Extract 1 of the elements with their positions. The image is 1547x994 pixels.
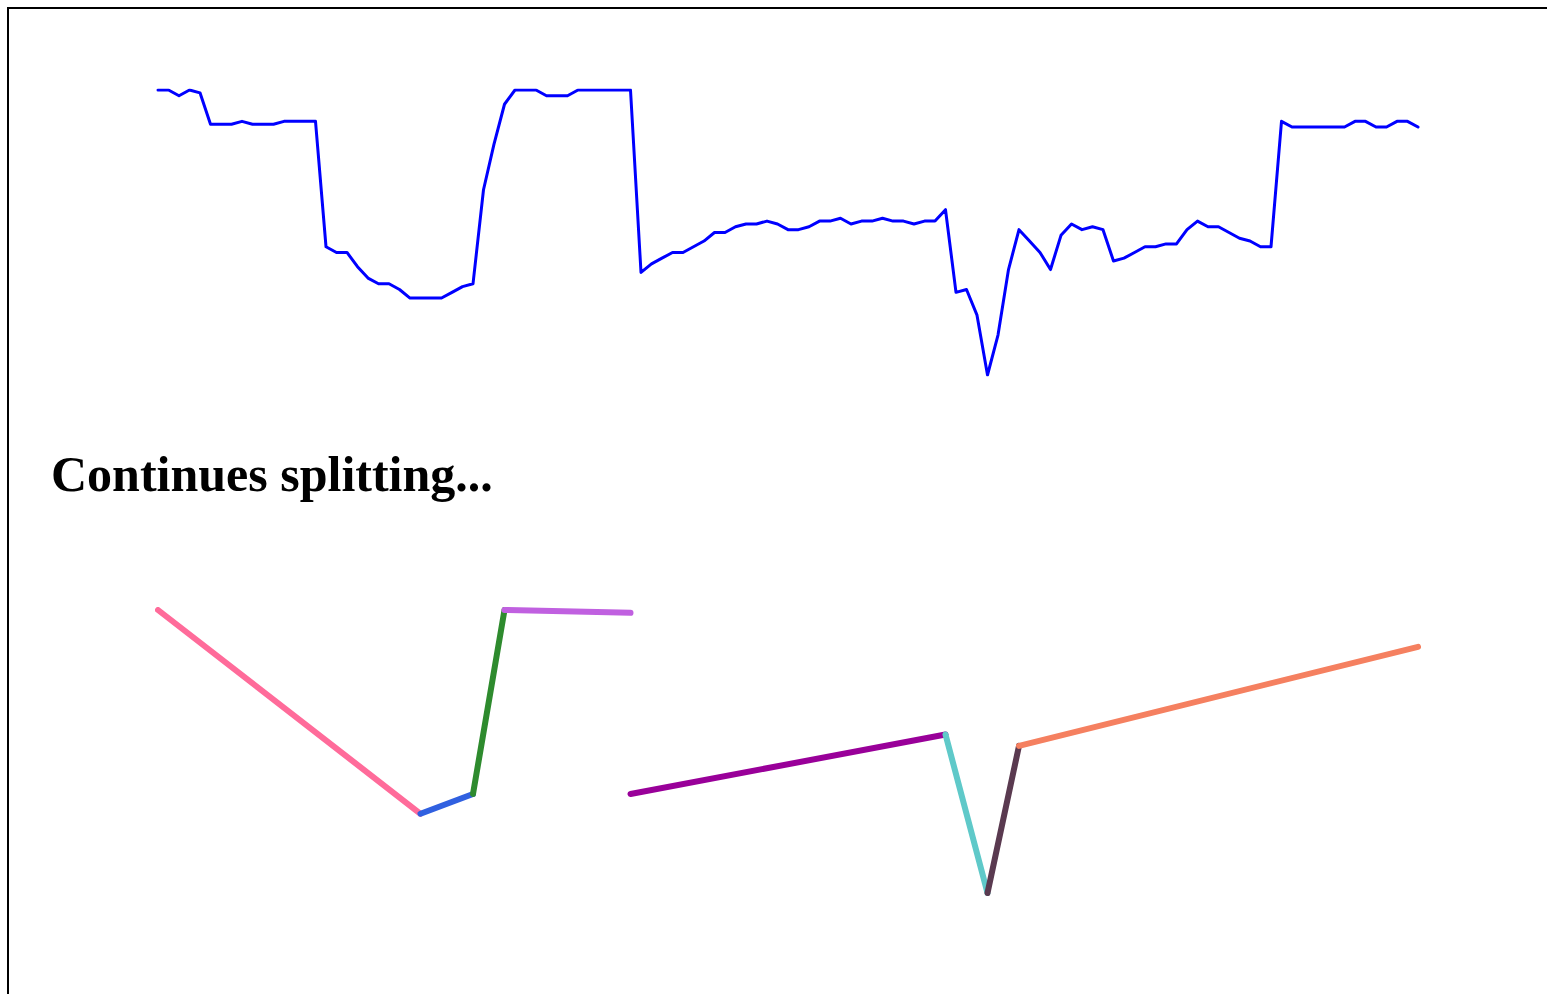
chart-title: Continues splitting...	[51, 446, 493, 502]
